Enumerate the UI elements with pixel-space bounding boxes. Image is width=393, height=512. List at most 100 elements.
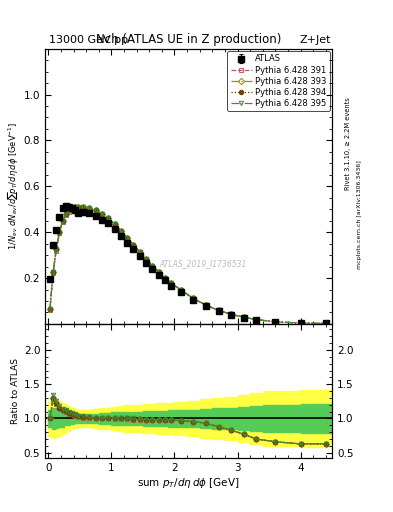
Pythia 6.428 394 — [112, 221, 117, 227]
Text: 13000 GeV pp: 13000 GeV pp — [49, 35, 128, 45]
Pythia 6.428 391 — [112, 222, 117, 228]
Legend: ATLAS, Pythia 6.428 391, Pythia 6.428 393, Pythia 6.428 394, Pythia 6.428 395: ATLAS, Pythia 6.428 391, Pythia 6.428 39… — [228, 51, 330, 111]
Pythia 6.428 393 — [81, 204, 85, 210]
Pythia 6.428 393 — [87, 205, 92, 211]
Pythia 6.428 395 — [48, 306, 52, 312]
Pythia 6.428 393 — [63, 211, 68, 217]
Pythia 6.428 393 — [298, 320, 303, 326]
Pythia 6.428 391 — [298, 320, 303, 326]
Pythia 6.428 393 — [169, 280, 174, 286]
Pythia 6.428 395 — [150, 263, 155, 269]
Pythia 6.428 391 — [51, 270, 55, 276]
Pythia 6.428 394 — [106, 216, 110, 222]
Pythia 6.428 393 — [323, 321, 328, 327]
Pythia 6.428 393 — [51, 269, 55, 275]
Pythia 6.428 391 — [54, 247, 59, 253]
Pythia 6.428 393 — [60, 218, 65, 224]
X-axis label: sum $p_T/d\eta\, d\phi$ [GeV]: sum $p_T/d\eta\, d\phi$ [GeV] — [137, 476, 240, 490]
Pythia 6.428 393 — [138, 249, 142, 255]
Pythia 6.428 395 — [138, 249, 142, 255]
Pythia 6.428 395 — [298, 320, 303, 326]
Pythia 6.428 395 — [60, 218, 65, 224]
Pythia 6.428 394 — [216, 307, 221, 313]
Y-axis label: $1/N_{ev}\ dN_{ev}/d\!\sum\! p_T/d\eta\, d\phi$ [GeV$^{-1}$]: $1/N_{ev}\ dN_{ev}/d\!\sum\! p_T/d\eta\,… — [6, 122, 20, 250]
Pythia 6.428 393 — [48, 306, 52, 312]
Pythia 6.428 395 — [323, 321, 328, 327]
Pythia 6.428 394 — [138, 249, 142, 255]
Pythia 6.428 393 — [191, 295, 196, 302]
Pythia 6.428 391 — [144, 257, 149, 263]
Pythia 6.428 391 — [73, 205, 77, 211]
Pythia 6.428 394 — [57, 229, 62, 235]
Pythia 6.428 393 — [76, 204, 81, 210]
Pythia 6.428 394 — [66, 207, 71, 214]
Pythia 6.428 391 — [163, 275, 167, 281]
Pythia 6.428 393 — [254, 316, 259, 323]
Pythia 6.428 391 — [81, 205, 85, 211]
Pythia 6.428 395 — [87, 205, 92, 211]
Pythia 6.428 391 — [93, 208, 98, 215]
Pythia 6.428 393 — [125, 235, 130, 241]
Pythia 6.428 391 — [60, 219, 65, 225]
Line: Pythia 6.428 395: Pythia 6.428 395 — [48, 205, 328, 326]
Pythia 6.428 391 — [131, 243, 136, 249]
Pythia 6.428 395 — [51, 269, 55, 275]
Pythia 6.428 395 — [73, 204, 77, 210]
Pythia 6.428 393 — [178, 287, 183, 293]
Pythia 6.428 395 — [106, 216, 110, 222]
Pythia 6.428 394 — [73, 204, 77, 210]
Pythia 6.428 394 — [273, 319, 278, 325]
Line: Pythia 6.428 393: Pythia 6.428 393 — [48, 205, 328, 326]
Pythia 6.428 393 — [70, 205, 74, 211]
Pythia 6.428 394 — [51, 269, 55, 275]
Pythia 6.428 393 — [99, 211, 104, 217]
Pythia 6.428 391 — [273, 319, 278, 325]
Pythia 6.428 394 — [150, 263, 155, 269]
Pythia 6.428 395 — [131, 242, 136, 248]
Pythia 6.428 394 — [298, 320, 303, 326]
Pythia 6.428 395 — [76, 204, 81, 210]
Pythia 6.428 395 — [273, 319, 278, 325]
Pythia 6.428 393 — [57, 229, 62, 235]
Pythia 6.428 394 — [76, 204, 81, 210]
Pythia 6.428 394 — [204, 302, 208, 308]
Pythia 6.428 391 — [63, 212, 68, 218]
Pythia 6.428 394 — [169, 280, 174, 286]
Pythia 6.428 395 — [204, 302, 208, 308]
Pythia 6.428 391 — [204, 302, 208, 308]
Pythia 6.428 395 — [112, 221, 117, 227]
Pythia 6.428 393 — [216, 307, 221, 313]
Pythia 6.428 394 — [81, 204, 85, 210]
Pythia 6.428 393 — [144, 256, 149, 262]
Pythia 6.428 393 — [241, 314, 246, 321]
Pythia 6.428 395 — [178, 287, 183, 293]
Pythia 6.428 394 — [163, 274, 167, 281]
Pythia 6.428 393 — [54, 246, 59, 252]
Title: Nch (ATLAS UE in Z production): Nch (ATLAS UE in Z production) — [96, 33, 281, 46]
Pythia 6.428 393 — [150, 263, 155, 269]
Pythia 6.428 394 — [48, 306, 52, 312]
Pythia 6.428 393 — [204, 302, 208, 308]
Pythia 6.428 395 — [191, 295, 196, 302]
Pythia 6.428 395 — [93, 207, 98, 214]
Pythia 6.428 394 — [191, 295, 196, 302]
Pythia 6.428 393 — [93, 207, 98, 214]
Pythia 6.428 393 — [66, 207, 71, 214]
Pythia 6.428 394 — [229, 311, 233, 317]
Pythia 6.428 394 — [241, 314, 246, 321]
Pythia 6.428 395 — [163, 274, 167, 281]
Pythia 6.428 395 — [241, 314, 246, 321]
Pythia 6.428 394 — [60, 218, 65, 224]
Pythia 6.428 394 — [70, 205, 74, 211]
Pythia 6.428 393 — [73, 204, 77, 210]
Pythia 6.428 394 — [131, 242, 136, 248]
Pythia 6.428 393 — [106, 216, 110, 222]
Pythia 6.428 395 — [66, 207, 71, 214]
Line: Pythia 6.428 394: Pythia 6.428 394 — [48, 205, 328, 326]
Pythia 6.428 395 — [125, 235, 130, 241]
Pythia 6.428 394 — [119, 228, 123, 234]
Pythia 6.428 393 — [273, 319, 278, 325]
Pythia 6.428 391 — [229, 311, 233, 317]
Pythia 6.428 391 — [119, 229, 123, 235]
Pythia 6.428 393 — [119, 228, 123, 234]
